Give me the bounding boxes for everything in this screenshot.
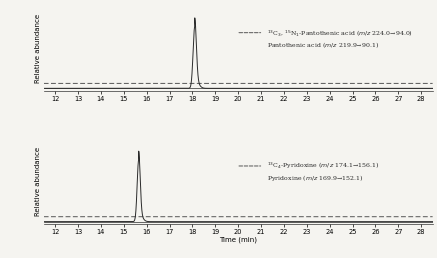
Text: $^{13}$C$_4$-Pyridoxine ($m/z$ 174.1→156.1): $^{13}$C$_4$-Pyridoxine ($m/z$ 174.1→156… xyxy=(267,161,380,171)
X-axis label: Time (min): Time (min) xyxy=(219,237,257,243)
Text: Pantothenic acid ($m/z$ 219.9→90.1): Pantothenic acid ($m/z$ 219.9→90.1) xyxy=(267,40,379,50)
Text: Pyridoxine ($m/z$ 169.9→152.1): Pyridoxine ($m/z$ 169.9→152.1) xyxy=(267,173,364,183)
Y-axis label: Relative abundance: Relative abundance xyxy=(35,147,41,216)
Text: $^{13}$C$_3$, $^{15}$N$_1$-Pantothenic acid ($m/z$ 224.0→94.0): $^{13}$C$_3$, $^{15}$N$_1$-Pantothenic a… xyxy=(267,28,413,38)
Y-axis label: Relative abundance: Relative abundance xyxy=(35,14,41,83)
